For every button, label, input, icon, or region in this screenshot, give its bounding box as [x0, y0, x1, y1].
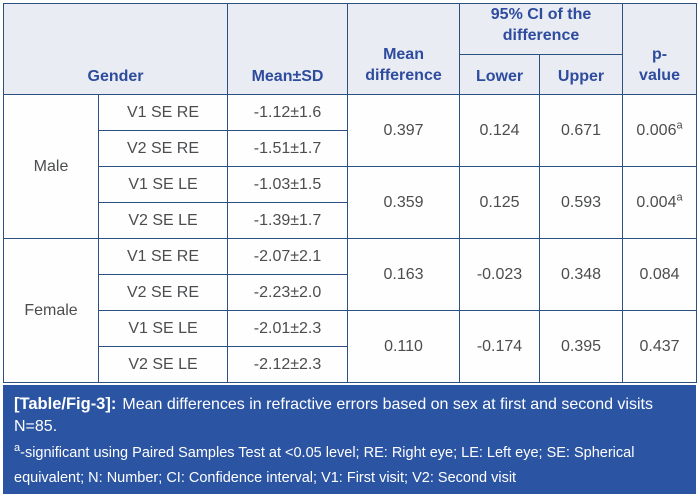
ci-upper-cell: 0.348 [539, 238, 624, 311]
mean-sd-cell: -2.01±2.3 [227, 310, 349, 347]
header-gender: Gender [2, 3, 229, 95]
ci-upper-cell: 0.671 [539, 94, 624, 167]
header-ci: 95% CI of the difference [459, 3, 624, 55]
header-ci-lower: Lower [459, 54, 541, 95]
caption-label: [Table/Fig-3]: [14, 395, 117, 413]
measure-label-cell: V1 SE LE [97, 166, 229, 203]
mean-difference-cell: 0.359 [347, 166, 461, 239]
p-value-text: 0.006 [636, 121, 677, 139]
table-row: V2 SE LE -2.12±2.3 [4, 346, 697, 383]
caption-text: Mean differences in refractive errors ba… [14, 396, 653, 435]
table-row: Female V1 SE RE -2.07±2.1 0.163 -0.023 0… [3, 238, 698, 383]
ci-lower-cell: -0.023 [459, 238, 541, 311]
table-row: V2 SE RE -2.23±2.0 [4, 274, 697, 311]
measure-label-cell: V2 SE RE [97, 274, 229, 311]
gender-cell: Male [3, 94, 99, 239]
p-value-text: 0.437 [639, 337, 680, 355]
p-value-cell: 0.437 [622, 310, 698, 383]
table-row: V1 SE LE -1.03±1.5 0.359 0.125 0.593 0.0… [4, 166, 698, 239]
footnote-text: -significant using Paired Samples Test a… [14, 445, 635, 486]
mean-sd-cell: -1.12±1.6 [227, 94, 349, 131]
header-mean-difference: Mean difference [347, 3, 461, 95]
table-row: V2 SE RE -1.51±1.7 [4, 130, 697, 167]
ci-lower-cell: 0.124 [459, 94, 541, 167]
mean-sd-cell: -2.07±2.1 [227, 238, 349, 275]
measure-label-cell: V1 SE RE [97, 94, 229, 131]
header-mean-sd: Mean±SD [227, 3, 349, 95]
refractive-errors-table: Gender Mean±SD Mean difference 95% CI of… [2, 3, 698, 383]
mean-difference-cell: 0.110 [347, 310, 461, 383]
p-value-cell: 0.006a [622, 94, 698, 167]
table-figure: Gender Mean±SD Mean difference 95% CI of… [2, 3, 698, 494]
mean-difference-cell: 0.163 [347, 238, 461, 311]
measure-label-cell: V1 SE RE [97, 238, 229, 275]
table-row: V1 SE LE -2.01±2.3 0.110 -0.174 0.395 0.… [4, 310, 698, 383]
mean-difference-cell: 0.397 [347, 94, 461, 167]
measure-label-cell: V1 SE LE [97, 310, 229, 347]
mean-sd-cell: -1.51±1.7 [227, 130, 349, 167]
caption-footnote: a-significant using Paired Samples Test … [14, 441, 685, 491]
ci-lower-cell: 0.125 [459, 166, 541, 239]
measure-label-cell: V2 SE RE [97, 130, 229, 167]
mean-sd-cell: -2.12±2.3 [227, 346, 349, 383]
p-value-text: 0.084 [639, 265, 680, 283]
mean-sd-cell: -2.23±2.0 [227, 274, 349, 311]
caption-text-line: [Table/Fig-3]: Mean differences in refrac… [14, 393, 685, 438]
measure-label-cell: V2 SE LE [97, 202, 229, 239]
ci-upper-cell: 0.593 [539, 166, 624, 239]
ci-lower-cell: -0.174 [459, 310, 541, 383]
ci-upper-cell: 0.395 [539, 310, 624, 383]
table-row: V2 SE LE -1.39±1.7 [4, 202, 697, 239]
p-value-significance-marker: a [676, 191, 683, 204]
table-row: Male V1 SE RE -1.12±1.6 0.397 0.124 0.67… [3, 94, 698, 239]
figure-caption: [Table/Fig-3]: Mean differences in refrac… [3, 385, 696, 494]
gender-cell: Female [3, 238, 99, 383]
header-ci-upper: Upper [539, 54, 624, 95]
p-value-significance-marker: a [676, 119, 683, 132]
header-p-value: p- value [622, 3, 698, 95]
p-value-cell: 0.084 [622, 238, 698, 311]
p-value-text: 0.004 [636, 193, 677, 211]
p-value-cell: 0.004a [622, 166, 698, 239]
mean-sd-cell: -1.03±1.5 [227, 166, 349, 203]
measure-label-cell: V2 SE LE [97, 346, 229, 383]
footnote-significance-marker: a [14, 442, 21, 455]
mean-sd-cell: -1.39±1.7 [227, 202, 349, 239]
